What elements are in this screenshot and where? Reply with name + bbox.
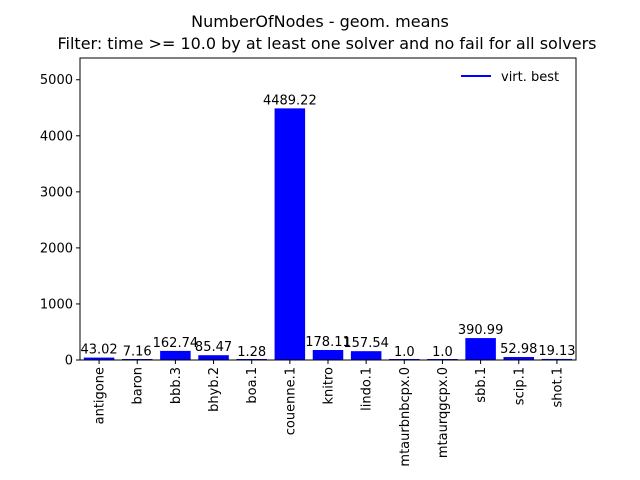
bar-value-label: 4489.22 bbox=[263, 93, 317, 108]
x-tick-label: mtaurqgcpx.0 bbox=[436, 367, 451, 458]
x-tick-label: antigone bbox=[93, 367, 108, 424]
bar-value-label: 85.47 bbox=[195, 340, 232, 355]
bar-value-label: 157.54 bbox=[343, 336, 389, 351]
bar-value-label: 52.98 bbox=[500, 342, 537, 357]
x-tick-label: scip.1 bbox=[512, 367, 527, 405]
bar bbox=[160, 350, 191, 360]
x-tick-label: couenne.1 bbox=[283, 367, 298, 435]
bar bbox=[541, 358, 573, 360]
bar-value-label: 390.99 bbox=[458, 323, 504, 338]
x-tick-label: knitro bbox=[322, 367, 337, 405]
bar bbox=[465, 338, 496, 360]
y-tick-label: 5000 bbox=[40, 73, 73, 88]
bar-value-label: 1.28 bbox=[237, 345, 266, 360]
x-tick-label: boa.1 bbox=[245, 367, 260, 404]
bar bbox=[312, 350, 344, 360]
y-tick-label: 3000 bbox=[40, 185, 73, 200]
x-tick-label: lindo.1 bbox=[360, 367, 375, 411]
x-tick-label: bbb.3 bbox=[169, 367, 184, 404]
x-tick-label: sbb.1 bbox=[474, 367, 489, 403]
bar-value-label: 1.0 bbox=[432, 345, 453, 360]
y-tick-label: 1000 bbox=[40, 297, 73, 312]
plot-area bbox=[80, 58, 576, 360]
bar bbox=[503, 357, 535, 360]
bar-value-label: 178.11 bbox=[305, 335, 351, 350]
legend: virt. best bbox=[461, 70, 559, 85]
chart-title: NumberOfNodes - geom. means bbox=[191, 12, 449, 31]
y-tick-label: 4000 bbox=[40, 129, 73, 144]
bar bbox=[350, 351, 382, 360]
bar-value-label: 7.16 bbox=[123, 345, 152, 360]
x-tick-label: mtaurbnbcpx.0 bbox=[398, 367, 413, 467]
y-tick-label: 2000 bbox=[40, 241, 73, 256]
x-tick-label: shot.1 bbox=[550, 367, 565, 407]
x-axis: antigone baron bbb.3 bhyb.2 boa.1 couenne.1 kn… bbox=[93, 360, 565, 467]
chart-subtitle: Filter: time >= 10.0 by at least one sol… bbox=[57, 34, 596, 53]
bar bbox=[274, 108, 306, 361]
bar-value-label: 43.02 bbox=[80, 343, 117, 358]
bar-value-label: 162.74 bbox=[153, 336, 199, 351]
legend-label: virt. best bbox=[501, 70, 559, 85]
y-tick-label: 0 bbox=[65, 354, 73, 369]
plot-frame bbox=[79, 57, 577, 361]
x-tick-label: bhyb.2 bbox=[207, 367, 222, 412]
bar bbox=[198, 355, 229, 360]
bar-value-label: 1.0 bbox=[394, 345, 415, 360]
bar-value-label: 19.13 bbox=[538, 344, 575, 359]
bar bbox=[83, 357, 115, 360]
y-axis: 0 1000 2000 3000 4000 5000 bbox=[40, 73, 80, 369]
x-tick-label: baron bbox=[131, 367, 146, 404]
